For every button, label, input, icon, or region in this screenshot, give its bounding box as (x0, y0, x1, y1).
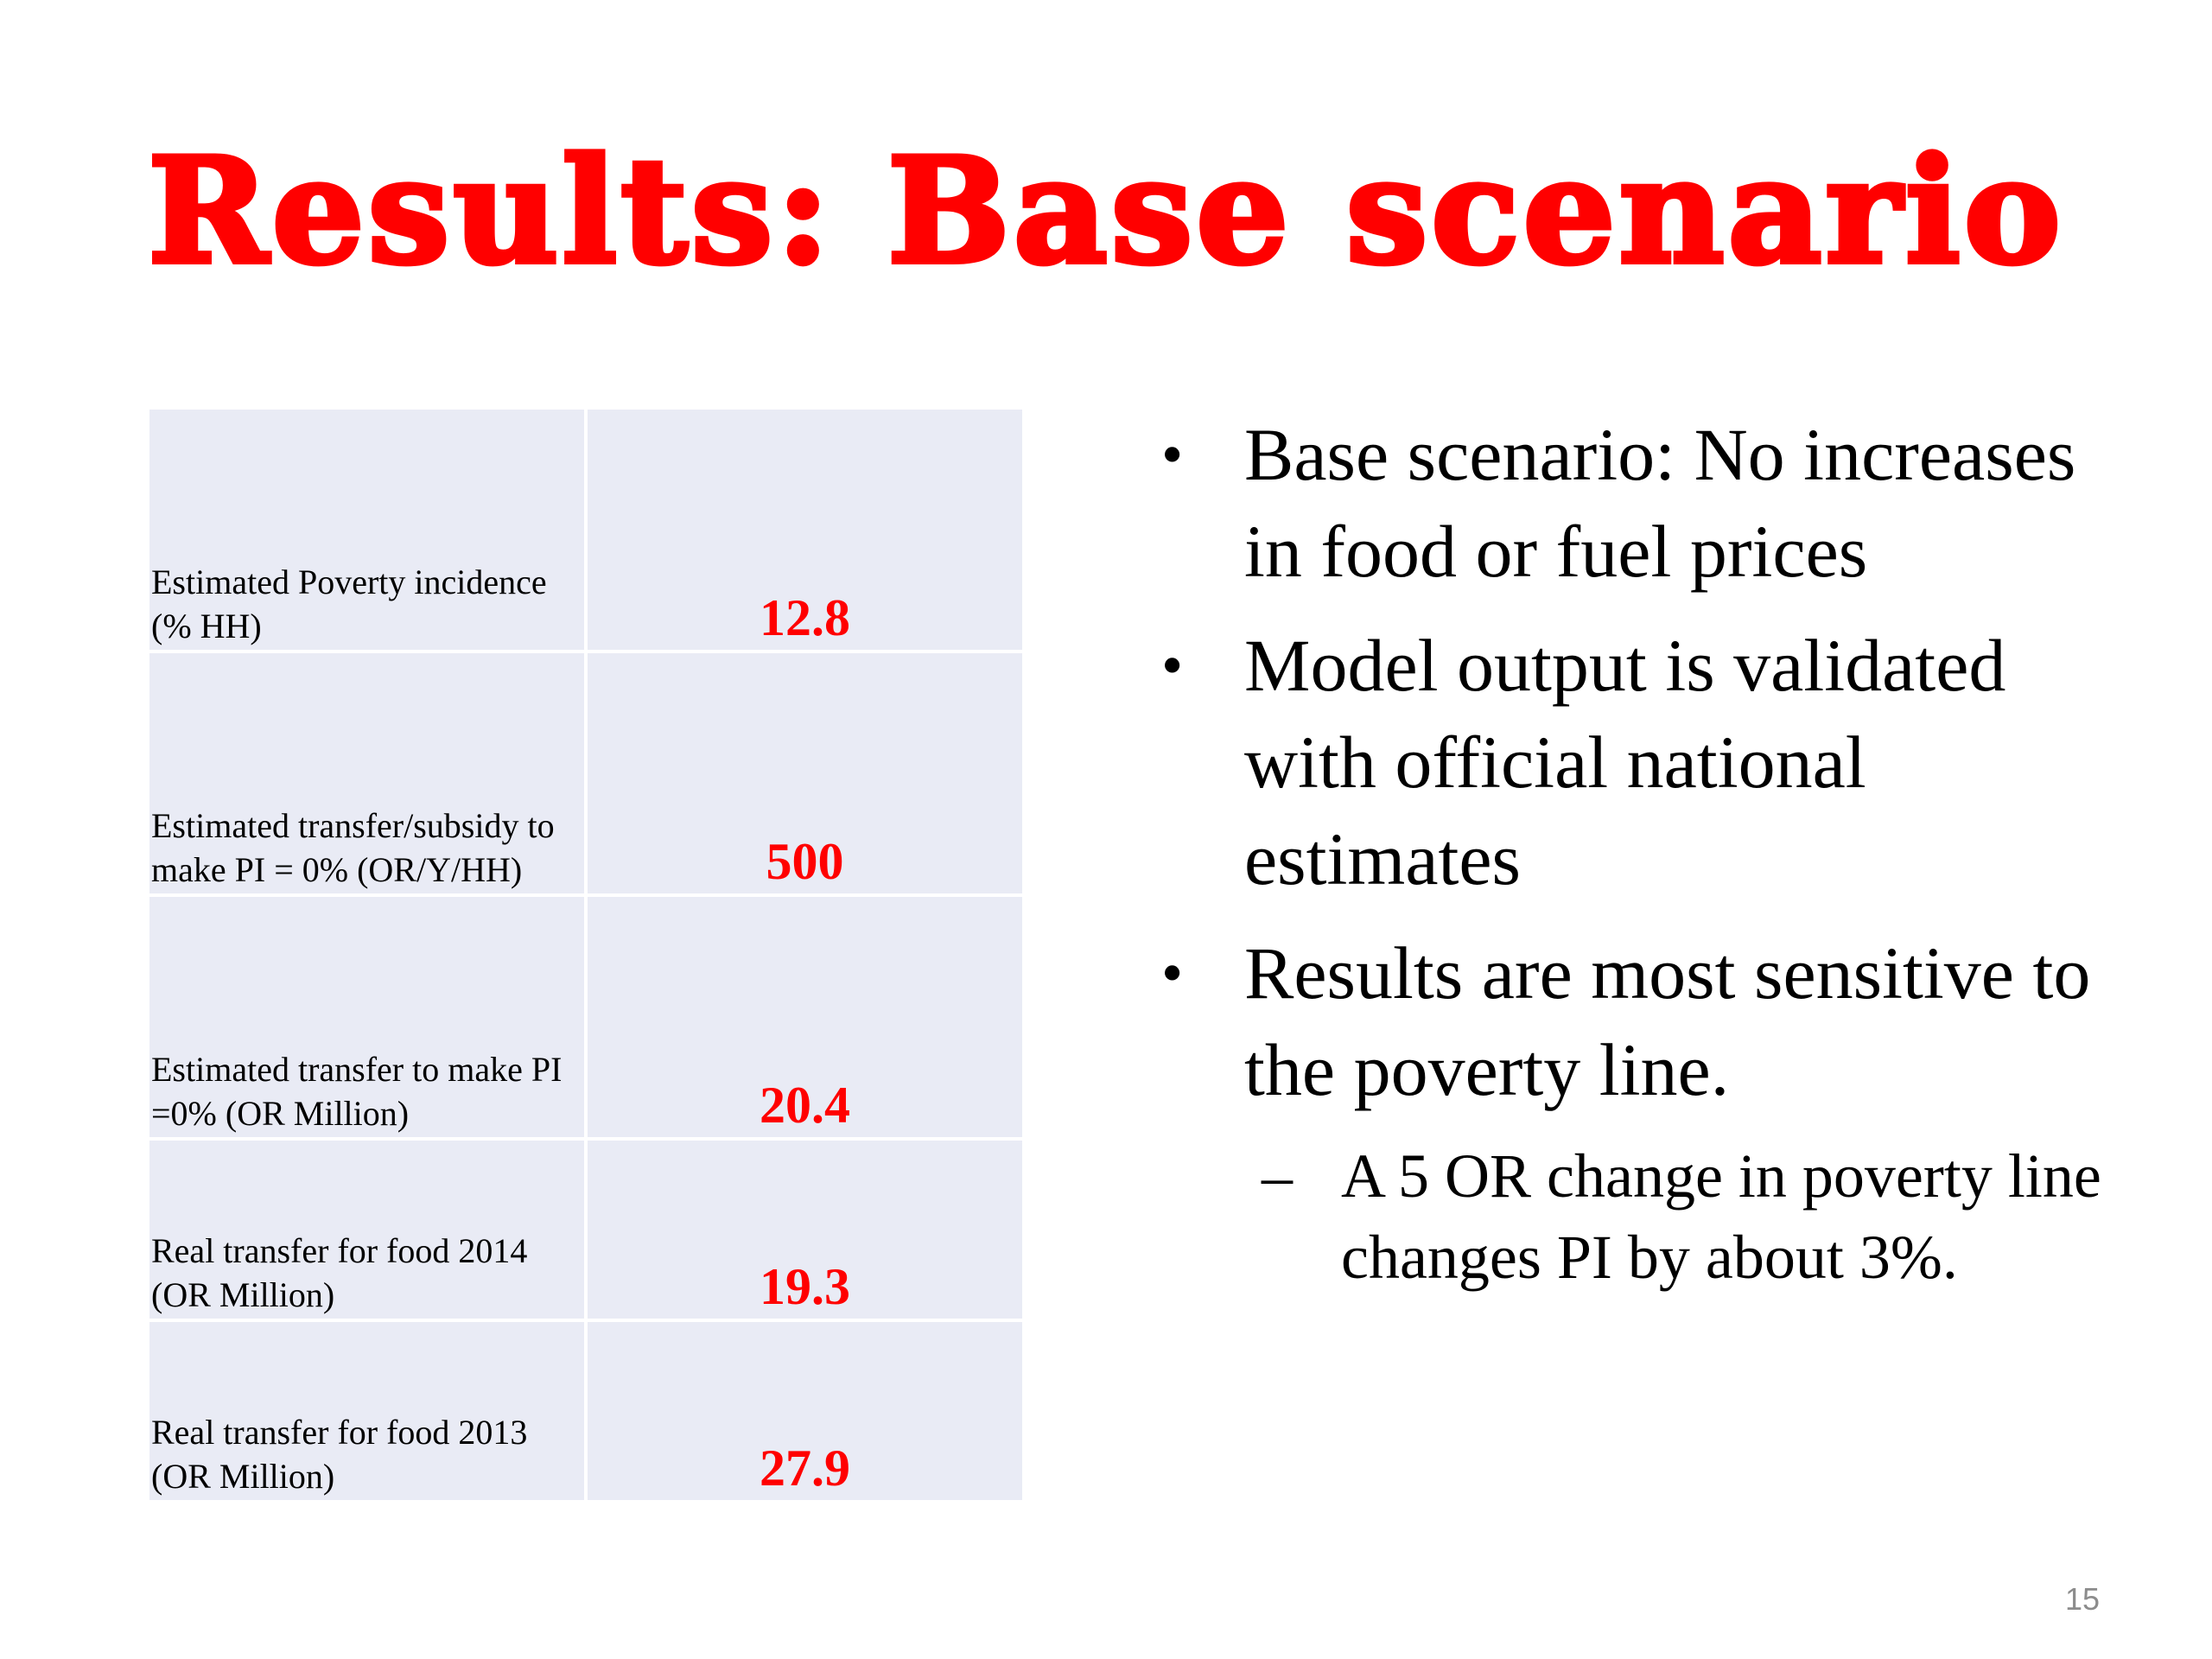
row-label: Estimated transfer/subsidy to make PI = … (151, 806, 555, 889)
table-row: Estimated transfer to make PI =0% (OR Mi… (149, 897, 1022, 1137)
row-label: Real transfer for food 2013 (OR Million) (151, 1413, 528, 1496)
table-cell-label: Estimated transfer to make PI =0% (OR Mi… (149, 897, 584, 1137)
row-value: 19.3 (760, 1258, 850, 1315)
table-cell-value: 19.3 (588, 1141, 1022, 1319)
sub-bullet-text: A 5 OR change in poverty line changes PI… (1341, 1141, 2101, 1292)
bullet-text: Model output is validated with official … (1244, 624, 2006, 900)
row-value: 12.8 (760, 589, 850, 646)
table-cell-value: 12.8 (588, 410, 1022, 650)
row-value: 20.4 (760, 1077, 850, 1134)
table-cell-value: 500 (588, 653, 1022, 893)
table-cell-label: Estimated Poverty incidence (% HH) (149, 410, 584, 650)
table-cell-label: Estimated transfer/subsidy to make PI = … (149, 653, 584, 893)
row-label: Estimated transfer to make PI =0% (OR Mi… (151, 1050, 563, 1133)
bullet-list: • Base scenario: No increases in food or… (1149, 406, 2134, 1298)
table-row: Real transfer for food 2013 (OR Million)… (149, 1322, 1022, 1500)
table-cell-label: Real transfer for food 2013 (OR Million) (149, 1322, 584, 1500)
sub-bullet-marker: – (1262, 1141, 1293, 1211)
table-row: Real transfer for food 2014 (OR Million)… (149, 1141, 1022, 1319)
table-cell-value: 27.9 (588, 1322, 1022, 1500)
table-cell-value: 20.4 (588, 897, 1022, 1137)
row-label: Estimated Poverty incidence (% HH) (151, 563, 547, 645)
bullet-item: • Model output is validated with officia… (1149, 617, 2134, 907)
table-row: Estimated Poverty incidence (% HH) 12.8 (149, 410, 1022, 650)
bullet-marker: • (1161, 420, 1184, 489)
page-number: 15 (2064, 1581, 2100, 1617)
row-label: Real transfer for food 2014 (OR Million) (151, 1231, 528, 1314)
bullet-text: Base scenario: No increases in food or f… (1244, 413, 2076, 593)
bullet-marker: • (1161, 938, 1184, 1007)
slide-title: Results: Base scenario (145, 125, 2064, 296)
bullet-text: Results are most sensitive to the povert… (1244, 931, 2091, 1111)
bullet-item: • Base scenario: No increases in food or… (1149, 406, 2134, 600)
row-value: 27.9 (760, 1440, 850, 1497)
row-value: 500 (766, 833, 844, 890)
table-row: Estimated transfer/subsidy to make PI = … (149, 653, 1022, 893)
table-cell-label: Real transfer for food 2014 (OR Million) (149, 1141, 584, 1319)
sub-bullet-item: – A 5 OR change in poverty line changes … (1149, 1135, 2134, 1298)
bullet-marker: • (1161, 631, 1184, 700)
bullet-item: • Results are most sensitive to the pove… (1149, 925, 2134, 1118)
